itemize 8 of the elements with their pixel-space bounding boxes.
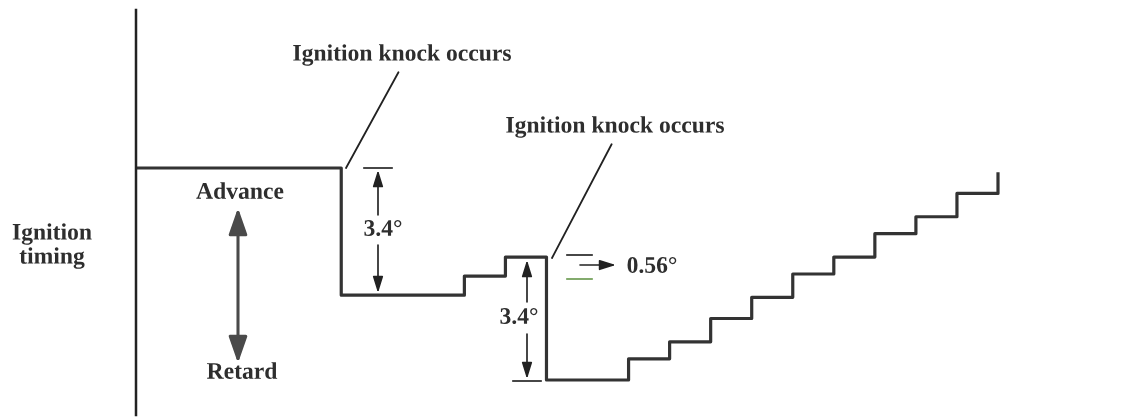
annotation: 0.56° bbox=[627, 256, 677, 274]
text: Ignition knock occurs bbox=[506, 116, 724, 138]
text: Ignition knock occurs bbox=[293, 44, 511, 66]
annotation: 3.4° bbox=[500, 307, 538, 325]
annotation: Advance bbox=[196, 182, 284, 199]
annotation: Retard bbox=[207, 362, 278, 379]
annotation: 3.4° bbox=[364, 219, 402, 237]
y-axis-title: Ignition timing bbox=[12, 223, 92, 269]
